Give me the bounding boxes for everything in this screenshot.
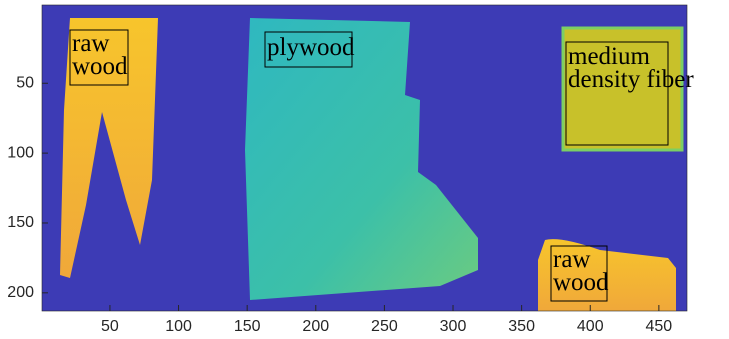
y-tick-label: 150: [7, 214, 34, 231]
y-tick-label: 50: [16, 74, 34, 91]
x-tick-label: 300: [440, 318, 467, 335]
y-tick-label: 200: [7, 284, 34, 301]
annotation-box: [264, 31, 353, 68]
x-tick-label: 50: [101, 318, 119, 335]
y-tick-label: 100: [7, 144, 34, 161]
annotation-box: [565, 41, 669, 146]
axes: 50 100 150 200 250 300 350 400 450 50 100 150 200: [7, 4, 688, 335]
annotation-box: [550, 245, 608, 302]
plywood-region: [245, 18, 478, 300]
x-tick-label: 100: [165, 318, 192, 335]
raw-wood-region: [60, 18, 158, 278]
axes-frame: [41, 4, 688, 312]
annotation-text: wood: [72, 53, 128, 80]
annotation-text: plywood: [267, 34, 355, 61]
annotation-box: [69, 29, 129, 86]
image: [42, 5, 687, 311]
annotation-text: raw: [72, 30, 109, 57]
x-tick-label: 400: [577, 318, 604, 335]
x-tick-label: 150: [234, 318, 261, 335]
annotation-text: medium: [568, 43, 650, 70]
annotation-text: wood: [553, 269, 609, 296]
annotation-text: raw: [553, 246, 590, 273]
x-tick-label: 250: [371, 318, 398, 335]
x-tick-label: 450: [646, 318, 673, 335]
x-tick-label: 200: [302, 318, 329, 335]
x-tick-label: 350: [508, 318, 535, 335]
annotation-text: density fiber: [568, 66, 694, 93]
mdf-region: [561, 26, 684, 152]
